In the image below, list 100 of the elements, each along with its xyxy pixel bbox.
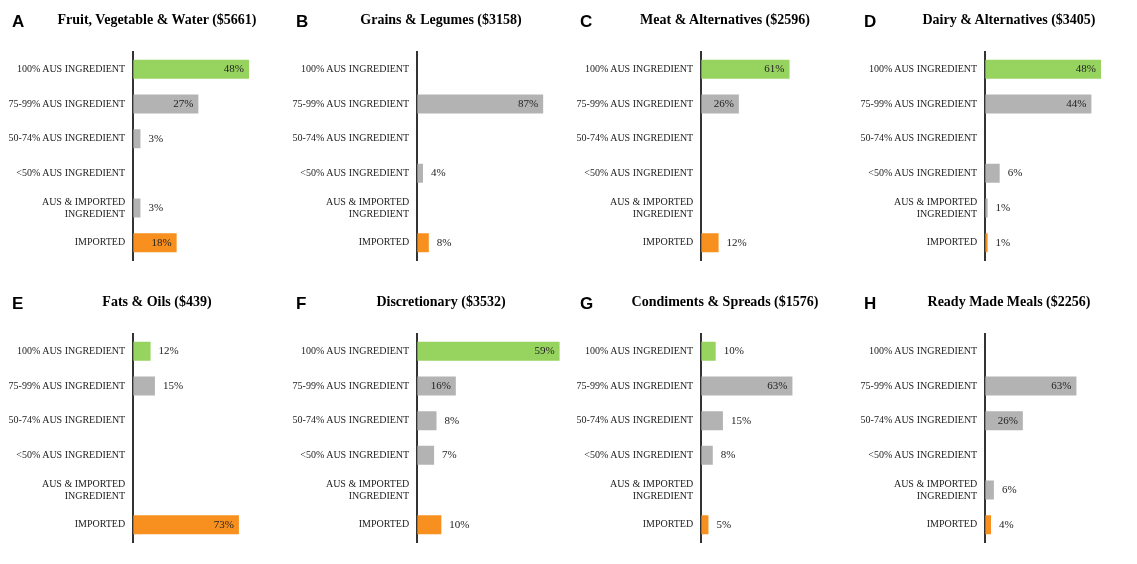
text: F xyxy=(296,294,307,314)
y-tick-label: 100% AUS INGREDIENT xyxy=(584,344,694,356)
data-label: 12% xyxy=(726,235,747,248)
y-tick-label: AUS & IMPORTED INGREDIENT xyxy=(609,477,694,501)
bar xyxy=(133,59,250,79)
y-tick-label: 50-74% AUS INGREDIENT xyxy=(292,414,410,426)
text: D xyxy=(864,12,877,32)
bar xyxy=(701,411,723,431)
y-tick-label: 50-74% AUS INGREDIENT xyxy=(8,414,126,426)
y-tick-label: AUS & IMPORTED INGREDIENT xyxy=(325,477,410,501)
bar xyxy=(985,480,994,500)
y-tick-label: AUS & IMPORTED INGREDIENT xyxy=(893,195,978,219)
y-tick-label: 50-74% AUS INGREDIENT xyxy=(8,132,126,144)
y-tick-label: 75-99% AUS INGREDIENT xyxy=(8,97,126,109)
bar xyxy=(417,411,437,431)
data-label: 10% xyxy=(449,517,470,530)
chart-title: Discretionary ($3532) xyxy=(375,294,507,310)
y-tick-label: IMPORTED xyxy=(74,518,126,530)
y-tick-label: 100% AUS INGREDIENT xyxy=(868,344,978,356)
y-tick-label: <50% AUS INGREDIENT xyxy=(584,166,694,178)
y-tick-label: 75-99% AUS INGREDIENT xyxy=(292,97,410,109)
y-tick-label: 75-99% AUS INGREDIENT xyxy=(576,379,694,391)
y-tick-label: 50-74% AUS INGREDIENT xyxy=(860,414,978,426)
data-label: 15% xyxy=(730,413,752,426)
data-label: 5% xyxy=(716,517,732,530)
bar xyxy=(985,163,1000,183)
y-tick-label: IMPORTED xyxy=(642,518,694,530)
data-label: 4% xyxy=(999,517,1014,530)
y-tick-label: IMPORTED xyxy=(926,518,978,530)
y-tick-label: IMPORTED xyxy=(74,236,126,248)
y-tick-label: <50% AUS INGREDIENT xyxy=(16,448,126,460)
data-label: 8% xyxy=(436,235,452,248)
data-label: 63% xyxy=(1051,378,1072,391)
text: G xyxy=(580,294,594,314)
y-tick-label: 100% AUS INGREDIENT xyxy=(584,62,694,74)
y-tick-label: <50% AUS INGREDIENT xyxy=(300,166,410,178)
data-label: 59% xyxy=(534,344,555,357)
y-tick-label: 100% AUS INGREDIENT xyxy=(300,62,410,74)
data-label: 4% xyxy=(431,166,446,179)
text: E xyxy=(12,294,24,314)
y-tick-label: 50-74% AUS INGREDIENT xyxy=(576,132,694,144)
bar xyxy=(985,376,1077,396)
y-tick-label: 75-99% AUS INGREDIENT xyxy=(292,379,410,391)
data-label: 73% xyxy=(213,517,234,530)
text: H xyxy=(864,294,877,314)
y-tick-label: IMPORTED xyxy=(358,518,410,530)
y-tick-label: AUS & IMPORTED INGREDIENT xyxy=(609,195,694,219)
data-label: 61% xyxy=(764,62,785,75)
y-tick-label: AUS & IMPORTED INGREDIENT xyxy=(325,195,410,219)
chart-title: Grains & Legumes ($3158) xyxy=(359,12,523,28)
bar xyxy=(701,445,713,465)
y-tick-label: AUS & IMPORTED INGREDIENT xyxy=(41,477,126,501)
y-tick-label: IMPORTED xyxy=(926,236,978,248)
bar xyxy=(701,341,716,361)
y-tick-label: <50% AUS INGREDIENT xyxy=(868,448,978,460)
y-tick-label: 50-74% AUS INGREDIENT xyxy=(860,132,978,144)
y-tick-label: AUS & IMPORTED INGREDIENT xyxy=(41,195,126,219)
data-label: 12% xyxy=(158,344,179,357)
data-label: 8% xyxy=(720,448,736,461)
y-tick-label: 100% AUS INGREDIENT xyxy=(16,344,126,356)
bar xyxy=(985,94,1092,114)
data-label: 16% xyxy=(430,378,451,391)
bar xyxy=(417,445,435,465)
data-label: 26% xyxy=(713,96,734,109)
bar xyxy=(417,515,442,535)
y-tick-label: <50% AUS INGREDIENT xyxy=(868,166,978,178)
data-label: 15% xyxy=(162,378,184,391)
bar xyxy=(417,376,456,396)
data-label: 1% xyxy=(995,235,1011,248)
data-label: 6% xyxy=(1007,166,1023,179)
data-label: 48% xyxy=(1075,62,1097,75)
y-tick-label: 75-99% AUS INGREDIENT xyxy=(860,97,978,109)
chart-title: Ready Made Meals ($2256) xyxy=(926,294,1092,310)
data-label: 8% xyxy=(444,413,460,426)
data-label: 27% xyxy=(173,96,194,109)
y-tick-label: <50% AUS INGREDIENT xyxy=(584,448,694,460)
y-tick-label: 100% AUS INGREDIENT xyxy=(300,344,410,356)
bar xyxy=(985,59,1102,79)
text: C xyxy=(580,12,593,32)
data-label: 7% xyxy=(442,448,457,461)
chart-title: Dairy & Alternatives ($3405) xyxy=(921,12,1097,28)
y-tick-label: AUS & IMPORTED INGREDIENT xyxy=(893,477,978,501)
data-label: 1% xyxy=(995,200,1011,213)
y-tick-label: 100% AUS INGREDIENT xyxy=(868,62,978,74)
chart-title: Fats & Oils ($439) xyxy=(101,294,213,310)
chart-title: Meat & Alternatives ($2596) xyxy=(639,12,811,28)
text: A xyxy=(12,12,25,32)
data-label: 63% xyxy=(767,378,788,391)
data-label: 87% xyxy=(518,96,539,109)
y-tick-label: <50% AUS INGREDIENT xyxy=(16,166,126,178)
data-label: 26% xyxy=(997,413,1018,426)
y-tick-label: 75-99% AUS INGREDIENT xyxy=(860,379,978,391)
y-tick-label: IMPORTED xyxy=(358,236,410,248)
y-tick-label: IMPORTED xyxy=(642,236,694,248)
data-label: 48% xyxy=(223,62,245,75)
y-tick-label: 50-74% AUS INGREDIENT xyxy=(292,132,410,144)
chart-title: Condiments & Spreads ($1576) xyxy=(630,294,820,310)
bar xyxy=(133,94,199,114)
data-label: 10% xyxy=(723,344,744,357)
chart-title: Fruit, Vegetable & Water ($5661) xyxy=(56,12,258,28)
